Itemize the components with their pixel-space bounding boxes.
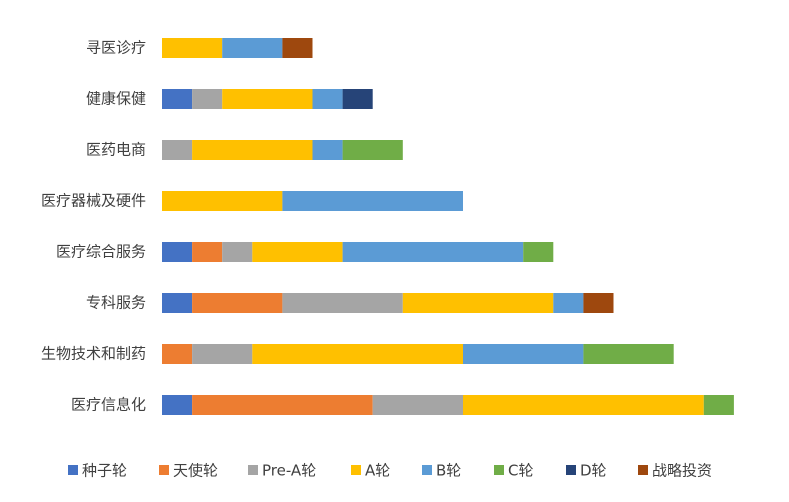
bar-segment: [372, 395, 463, 415]
bar-segment: [252, 242, 343, 262]
bar-segment: [192, 395, 373, 415]
bar-segment: [162, 89, 193, 109]
y-tick-label: 健康保健: [86, 90, 146, 108]
bar-segment: [192, 242, 223, 262]
y-tick-label: 医疗信息化: [71, 396, 146, 414]
bar-segment: [282, 293, 403, 313]
bar-segment: [222, 38, 283, 58]
bar-segment: [553, 293, 584, 313]
bar-segment: [162, 191, 283, 211]
bar-segment: [463, 344, 584, 364]
legend-swatch: [494, 465, 504, 475]
legend-label: 战略投资: [652, 462, 712, 480]
legend-label: 种子轮: [82, 462, 127, 480]
y-tick-label: 医药电商: [86, 141, 146, 159]
bar-segment: [192, 293, 283, 313]
bar-segment: [523, 242, 554, 262]
bar-segment: [162, 344, 193, 364]
y-tick-label: 医疗器械及硬件: [41, 192, 146, 210]
bar-segment: [703, 395, 734, 415]
bar-segment: [162, 140, 193, 160]
bar-segment: [402, 293, 554, 313]
bar-segment: [282, 38, 313, 58]
y-tick-label: 寻医诊疗: [86, 39, 146, 57]
legend-label: A轮: [365, 462, 390, 480]
y-tick-label: 生物技术和制药: [41, 345, 146, 363]
legend-label: D轮: [580, 462, 607, 480]
bar-segment: [282, 191, 463, 211]
legend-swatch: [351, 465, 361, 475]
y-tick-label: 专科服务: [86, 294, 146, 312]
legend-swatch: [248, 465, 258, 475]
legend-label: C轮: [508, 462, 533, 480]
legend-label: 天使轮: [173, 462, 218, 480]
legend-swatch: [159, 465, 169, 475]
bar-segment: [583, 293, 614, 313]
bar-segment: [342, 89, 373, 109]
bar-segment: [222, 89, 313, 109]
bar-segment: [192, 140, 313, 160]
bar-segment: [162, 293, 193, 313]
bar-segment: [192, 89, 223, 109]
bar-segment: [162, 38, 223, 58]
legend-swatch: [566, 465, 576, 475]
legend-swatch: [422, 465, 432, 475]
bar-segment: [342, 140, 403, 160]
legend-swatch: [638, 465, 648, 475]
bar-segment: [463, 395, 704, 415]
bar-segment: [162, 242, 193, 262]
bar-segment: [162, 395, 193, 415]
bar-segment: [252, 344, 463, 364]
legend-label: B轮: [436, 462, 461, 480]
bar-segment: [192, 344, 253, 364]
legend-swatch: [68, 465, 78, 475]
bar-segment: [312, 89, 343, 109]
bar-segment: [222, 242, 253, 262]
legend-label: Pre-A轮: [262, 462, 316, 480]
y-tick-label: 医疗综合服务: [56, 243, 146, 261]
bar-segment: [312, 140, 343, 160]
bar-segment: [342, 242, 524, 262]
bar-segment: [583, 344, 674, 364]
